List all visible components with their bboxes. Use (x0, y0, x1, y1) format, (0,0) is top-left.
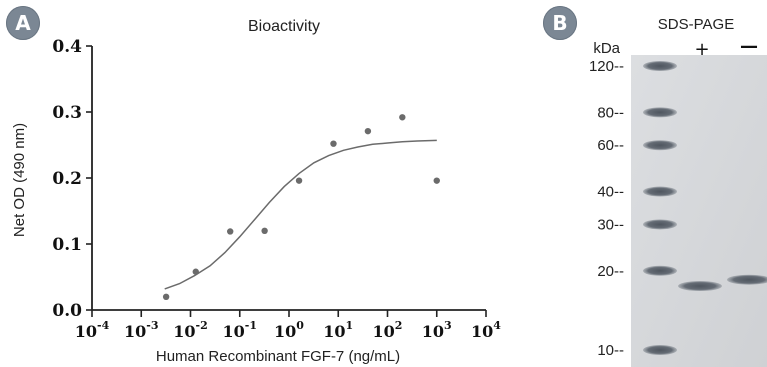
lane-label-plus: + (694, 39, 709, 60)
y-axis-label: Net OD (490 nm) (11, 123, 28, 237)
data-point (227, 228, 234, 235)
data-points (162, 114, 440, 300)
x-tick-label: 10-4 (75, 319, 110, 341)
marker-band (643, 186, 677, 197)
fit-curve (164, 139, 437, 290)
data-point (364, 127, 372, 135)
y-tick-label: 0.1 (52, 235, 82, 255)
marker-label: 20-- (597, 263, 624, 280)
lane-label-minus: — (740, 36, 758, 57)
marker-band (643, 345, 677, 355)
marker-label: 30-- (597, 216, 624, 233)
sample-band (678, 281, 722, 292)
x-tick-label: 104 (471, 319, 501, 341)
x-tick-label: 10-2 (173, 319, 208, 341)
marker-label: 120-- (589, 58, 624, 75)
panel-a-badge: A (6, 6, 40, 40)
gel-background (631, 55, 767, 367)
x-tick-label: 10-1 (223, 319, 258, 341)
chart-title: Bioactivity (248, 18, 320, 35)
sample-band (727, 274, 767, 285)
panel-b-badge: B (543, 6, 577, 40)
y-tick-label: 0.2 (52, 169, 82, 189)
marker-band (643, 61, 677, 71)
data-point (162, 293, 170, 300)
data-point (399, 114, 406, 121)
bioactivity-chart: Bioactivity 0.0 0.1 0.2 0.3 0.4 10-4 10-3 10-2… (11, 18, 501, 365)
marker-band (643, 265, 677, 276)
x-tick-label: 101 (323, 319, 353, 341)
data-point (261, 227, 268, 234)
marker-band (643, 140, 677, 151)
gel-title: SDS-PAGE (658, 16, 734, 33)
x-tick-label: 102 (373, 319, 403, 341)
x-tick-label: 100 (274, 319, 304, 341)
x-axis-label: Human Recombinant FGF-7 (ng/mL) (156, 348, 400, 365)
y-tick-label: 0.0 (52, 301, 82, 321)
marker-ladder: 120-- 80-- 60-- 40-- 30-- 20-- 10-- (589, 58, 677, 359)
marker-label: 60-- (597, 137, 624, 154)
marker-label: 40-- (597, 184, 624, 201)
data-point (433, 177, 440, 184)
data-point (295, 177, 303, 184)
marker-label: 10-- (597, 342, 624, 359)
marker-band (643, 219, 677, 230)
chart-axes (91, 46, 486, 311)
sample-bands (678, 274, 767, 292)
marker-band (643, 107, 677, 118)
marker-label: 80-- (597, 104, 624, 121)
sds-page-gel: SDS-PAGE kDa + — 120-- 80-- 60-- 40-- 30-- 20… (589, 16, 767, 367)
data-point (192, 268, 199, 275)
data-point (330, 140, 337, 147)
x-axis-ticks: 10-4 10-3 10-2 10-1 100 101 102 103 104 (75, 310, 501, 341)
y-axis-ticks: 0.0 0.1 0.2 0.3 0.4 (52, 37, 92, 321)
x-tick-label: 103 (422, 319, 452, 341)
y-tick-label: 0.3 (52, 103, 82, 123)
kda-unit-label: kDa (593, 40, 620, 57)
y-tick-label: 0.4 (52, 37, 82, 57)
x-tick-label: 10-3 (124, 319, 159, 341)
